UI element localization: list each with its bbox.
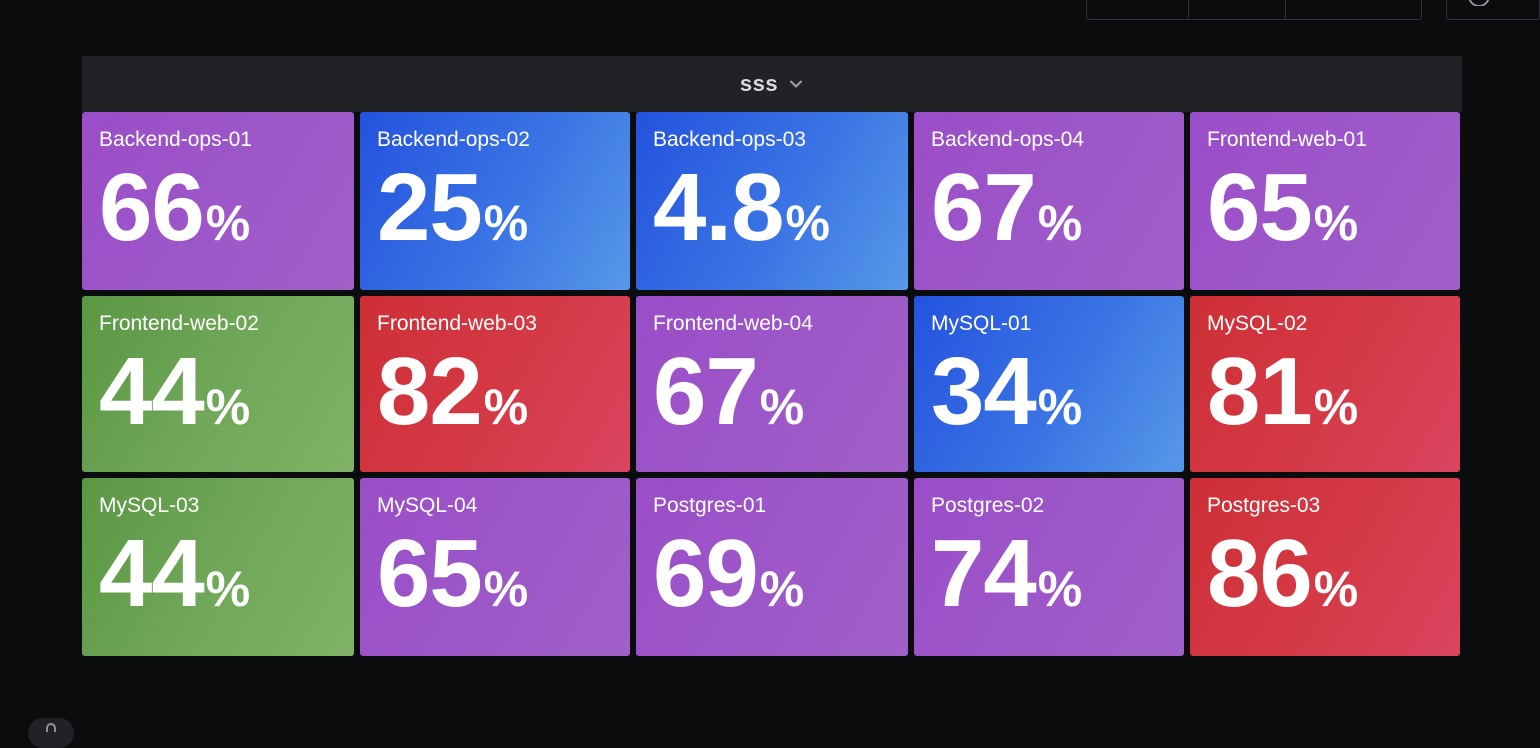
lock-icon [46,723,56,732]
tile-value: 44 [99,338,205,445]
stat-tile[interactable]: MySQL-01 34% [914,296,1184,472]
panel-title-menu[interactable]: sss [740,71,804,97]
stat-tile[interactable]: Backend-ops-01 66% [82,112,354,290]
stat-tile[interactable]: Frontend-web-04 67% [636,296,908,472]
tile-value: 4.8 [653,154,784,261]
panel-title: sss [739,71,779,96]
toolbar-button-1[interactable] [1087,0,1190,19]
tile-value-group: 44% [99,526,250,622]
tile-value: 66 [99,154,205,261]
tile-value-group: 67% [931,160,1082,256]
dashboard-toolbar-group [1086,0,1422,20]
tile-value-group: 74% [931,526,1082,622]
tile-unit: % [205,195,251,251]
tile-value: 74 [931,520,1037,627]
stat-tile[interactable]: Backend-ops-04 67% [914,112,1184,290]
tile-label: Postgres-02 [931,494,1045,517]
tile-value-group: 44% [99,344,250,440]
tile-value: 25 [377,154,483,261]
tile-unit: % [1037,195,1083,251]
tile-label: Postgres-01 [653,494,767,517]
stat-tile[interactable]: Backend-ops-02 25% [360,112,630,290]
tile-label: Frontend-web-03 [377,312,537,335]
panel-header: sss [82,56,1462,112]
tile-value-group: 86% [1207,526,1358,622]
tile-value: 67 [931,154,1037,261]
tile-value-group: 69% [653,526,804,622]
tile-label: Backend-ops-01 [99,128,252,151]
tile-label: Postgres-03 [1207,494,1321,517]
tile-value: 67 [653,338,759,445]
tile-label: MySQL-02 [1207,312,1308,335]
stat-tile[interactable]: MySQL-04 65% [360,478,630,656]
tile-value-group: 34% [931,344,1082,440]
tile-value-group: 66% [99,160,250,256]
tile-label: MySQL-01 [931,312,1032,335]
tile-unit: % [483,379,529,435]
tile-unit: % [205,379,251,435]
tile-value: 69 [653,520,759,627]
tile-unit: % [1037,379,1083,435]
tile-label: Frontend-web-02 [99,312,259,335]
stat-tile[interactable]: Postgres-01 69% [636,478,908,656]
tile-value: 34 [931,338,1037,445]
tile-unit: % [1313,195,1359,251]
tile-unit: % [759,561,805,617]
toolbar-refresh-button[interactable] [1446,0,1540,20]
tile-value-group: 81% [1207,344,1358,440]
tile-value: 86 [1207,520,1313,627]
tile-label: Frontend-web-04 [653,312,813,335]
tile-value: 65 [1207,154,1313,261]
toolbar-button-3[interactable] [1286,0,1421,19]
tile-label: Frontend-web-01 [1207,128,1367,151]
stat-tile[interactable]: Backend-ops-03 4.8% [636,112,908,290]
stat-tile-grid: Backend-ops-01 66% Backend-ops-02 25% Ba… [82,112,1460,656]
tile-value: 65 [377,520,483,627]
tile-value: 81 [1207,338,1313,445]
stat-tile[interactable]: Frontend-web-03 82% [360,296,630,472]
tile-label: MySQL-04 [377,494,478,517]
stat-tile[interactable]: Postgres-03 86% [1190,478,1460,656]
tile-unit: % [205,561,251,617]
clock-icon [1468,0,1490,6]
tile-value-group: 65% [377,526,528,622]
tile-label: Backend-ops-04 [931,128,1084,151]
tile-value-group: 25% [377,160,528,256]
tile-unit: % [1313,379,1359,435]
tile-value: 44 [99,520,205,627]
tile-label: Backend-ops-03 [653,128,806,151]
tile-value-group: 65% [1207,160,1358,256]
tile-unit: % [1313,561,1359,617]
toolbar-button-2[interactable] [1189,0,1286,19]
tile-value: 82 [377,338,483,445]
bottom-left-control[interactable] [28,718,74,748]
stat-tile[interactable]: Frontend-web-01 65% [1190,112,1460,290]
tile-unit: % [785,195,830,251]
stat-tile[interactable]: Frontend-web-02 44% [82,296,354,472]
tile-unit: % [759,379,805,435]
stat-tile[interactable]: MySQL-02 81% [1190,296,1460,472]
stat-tile[interactable]: MySQL-03 44% [82,478,354,656]
chevron-down-icon [790,80,803,88]
tile-unit: % [483,561,529,617]
tile-label: Backend-ops-02 [377,128,530,151]
tile-unit: % [483,195,529,251]
stat-tile[interactable]: Postgres-02 74% [914,478,1184,656]
tile-value-group: 4.8% [653,160,830,256]
tile-value-group: 82% [377,344,528,440]
tile-unit: % [1037,561,1083,617]
tile-label: MySQL-03 [99,494,200,517]
tile-value-group: 67% [653,344,804,440]
